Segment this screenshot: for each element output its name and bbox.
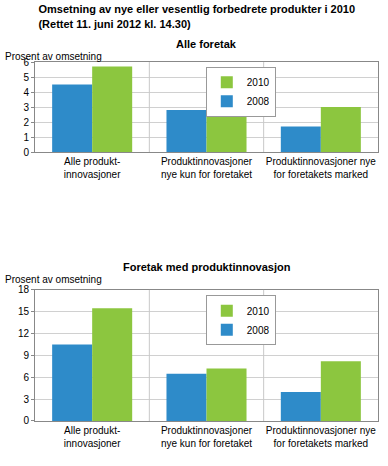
- svg-text:Prosent av omsetning: Prosent av omsetning: [5, 274, 102, 285]
- svg-text:0: 0: [23, 147, 29, 158]
- svg-text:Prosent av omsetning: Prosent av omsetning: [5, 51, 102, 62]
- svg-text:6: 6: [23, 57, 29, 68]
- svg-text:Alle produkt-innovasjoner: Alle produkt-innovasjoner: [64, 425, 121, 449]
- svg-text:Produktinnovasjonernye kun for: Produktinnovasjonernye kun for foretaket: [161, 156, 253, 180]
- svg-text:Produktinnovasjoner nyefor for: Produktinnovasjoner nyefor foretakets ma…: [266, 425, 377, 449]
- svg-text:15: 15: [18, 306, 30, 317]
- svg-text:2008: 2008: [247, 325, 270, 336]
- svg-text:5: 5: [23, 72, 29, 83]
- svg-text:Alle produkt-innovasjoner: Alle produkt-innovasjoner: [64, 156, 121, 180]
- svg-text:2: 2: [23, 117, 29, 128]
- svg-text:Foretak med produktinnovasjon: Foretak med produktinnovasjon: [123, 261, 291, 273]
- svg-text:Omsetning av nye eller vesentl: Omsetning av nye eller vesentlig forbedr…: [38, 3, 355, 29]
- svg-text:0: 0: [23, 415, 29, 426]
- svg-text:Produktinnovasjonernye kun for: Produktinnovasjonernye kun for foretaket: [161, 425, 253, 449]
- svg-text:2008: 2008: [247, 96, 270, 107]
- svg-text:9: 9: [23, 350, 29, 361]
- svg-text:6: 6: [23, 372, 29, 383]
- svg-text:3: 3: [23, 102, 29, 113]
- svg-text:Alle foretak: Alle foretak: [176, 38, 237, 50]
- svg-text:Produktinnovasjoner nyefor for: Produktinnovasjoner nyefor foretakets ma…: [266, 156, 377, 180]
- svg-text:18: 18: [18, 284, 30, 295]
- svg-text:2010: 2010: [247, 77, 270, 88]
- svg-text:12: 12: [18, 328, 30, 339]
- svg-text:3: 3: [23, 394, 29, 405]
- svg-text:4: 4: [23, 87, 29, 98]
- svg-text:2010: 2010: [247, 306, 270, 317]
- svg-text:1: 1: [23, 132, 29, 143]
